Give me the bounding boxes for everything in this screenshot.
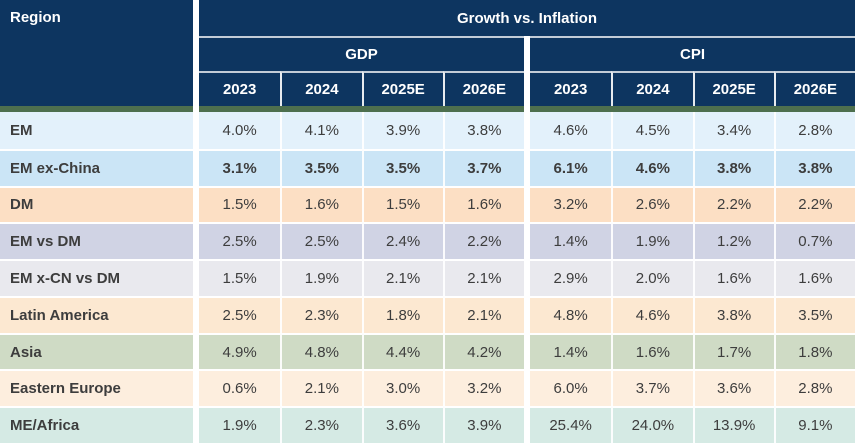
cell-me-africa-gdp-2025e: 3.6% <box>361 406 443 443</box>
cell-dm-cpi-2023: 3.2% <box>530 185 612 223</box>
cell-dm-cpi-2025e: 2.2% <box>692 185 774 223</box>
cell-eastern-europe-cpi-2026e: 2.8% <box>773 369 855 407</box>
cell-em-x-cn-vs-dm-cpi-2024: 2.0% <box>611 259 693 296</box>
cell-em-ex-china-cpi-2025e: 3.8% <box>692 148 774 186</box>
cell-dm-cpi-2026e: 2.2% <box>773 185 855 223</box>
cell-em-ex-china-gdp-2023: 3.1% <box>199 148 281 186</box>
cell-em-gdp-2024: 4.1% <box>280 112 362 149</box>
cell-em-cpi-2024: 4.5% <box>611 112 693 149</box>
cell-em-x-cn-vs-dm-cpi-2025e: 1.6% <box>692 259 774 296</box>
cell-dm-cpi-2024: 2.6% <box>611 185 693 223</box>
cell-asia-gdp-2025e: 4.4% <box>361 332 443 370</box>
year-header-cpi-2025e: 2025E <box>692 71 774 106</box>
cell-em-vs-dm-gdp-2025e: 2.4% <box>361 222 443 260</box>
cell-latin-america-gdp-2023: 2.5% <box>199 295 281 333</box>
group-header-gdp: GDP <box>199 36 524 71</box>
cell-asia-cpi-2026e: 1.8% <box>773 332 855 370</box>
row-label-latin-america: Latin America <box>0 295 193 333</box>
year-header-gdp-2024: 2024 <box>280 71 362 106</box>
row-label-em: EM <box>0 112 193 149</box>
cell-latin-america-cpi-2024: 4.6% <box>611 295 693 333</box>
cell-em-cpi-2025e: 3.4% <box>692 112 774 149</box>
cell-dm-gdp-2025e: 1.5% <box>361 185 443 223</box>
accent-divider-cpi <box>530 106 855 112</box>
cell-latin-america-cpi-2023: 4.8% <box>530 295 612 333</box>
cell-asia-gdp-2023: 4.9% <box>199 332 281 370</box>
cell-em-vs-dm-cpi-2026e: 0.7% <box>773 222 855 260</box>
table-title: Growth vs. Inflation <box>199 0 855 36</box>
cell-eastern-europe-gdp-2024: 2.1% <box>280 369 362 407</box>
cell-dm-gdp-2026e: 1.6% <box>442 185 524 223</box>
cell-asia-cpi-2024: 1.6% <box>611 332 693 370</box>
cell-asia-cpi-2023: 1.4% <box>530 332 612 370</box>
row-label-asia: Asia <box>0 332 193 370</box>
cell-em-x-cn-vs-dm-gdp-2024: 1.9% <box>280 259 362 296</box>
cell-eastern-europe-gdp-2026e: 3.2% <box>442 369 524 407</box>
cell-em-ex-china-gdp-2025e: 3.5% <box>361 148 443 186</box>
cell-em-x-cn-vs-dm-gdp-2026e: 2.1% <box>442 259 524 296</box>
cell-em-vs-dm-cpi-2024: 1.9% <box>611 222 693 260</box>
cell-eastern-europe-gdp-2025e: 3.0% <box>361 369 443 407</box>
cell-em-gdp-2026e: 3.8% <box>442 112 524 149</box>
cell-em-ex-china-gdp-2026e: 3.7% <box>442 148 524 186</box>
cell-me-africa-cpi-2023: 25.4% <box>530 406 612 443</box>
year-header-cpi-2026e: 2026E <box>773 71 855 106</box>
cell-em-ex-china-cpi-2023: 6.1% <box>530 148 612 186</box>
cell-eastern-europe-cpi-2023: 6.0% <box>530 369 612 407</box>
accent-divider-gdp <box>199 106 524 112</box>
cell-em-vs-dm-cpi-2025e: 1.2% <box>692 222 774 260</box>
cell-em-ex-china-cpi-2024: 4.6% <box>611 148 693 186</box>
cell-em-x-cn-vs-dm-gdp-2023: 1.5% <box>199 259 281 296</box>
cell-me-africa-gdp-2023: 1.9% <box>199 406 281 443</box>
cell-eastern-europe-gdp-2023: 0.6% <box>199 369 281 407</box>
cell-latin-america-cpi-2026e: 3.5% <box>773 295 855 333</box>
cell-latin-america-cpi-2025e: 3.8% <box>692 295 774 333</box>
row-label-eastern-europe: Eastern Europe <box>0 369 193 407</box>
cell-em-x-cn-vs-dm-gdp-2025e: 2.1% <box>361 259 443 296</box>
cell-em-vs-dm-gdp-2024: 2.5% <box>280 222 362 260</box>
row-label-em-vs-dm: EM vs DM <box>0 222 193 260</box>
year-header-gdp-2023: 2023 <box>199 71 281 106</box>
cell-dm-gdp-2023: 1.5% <box>199 185 281 223</box>
cell-em-gdp-2023: 4.0% <box>199 112 281 149</box>
cell-dm-gdp-2024: 1.6% <box>280 185 362 223</box>
cell-me-africa-gdp-2024: 2.3% <box>280 406 362 443</box>
cell-asia-gdp-2026e: 4.2% <box>442 332 524 370</box>
cell-em-vs-dm-gdp-2026e: 2.2% <box>442 222 524 260</box>
year-header-cpi-2024: 2024 <box>611 71 693 106</box>
row-label-em-x-cn-vs-dm: EM x-CN vs DM <box>0 259 193 296</box>
cell-em-vs-dm-gdp-2023: 2.5% <box>199 222 281 260</box>
cell-em-x-cn-vs-dm-cpi-2023: 2.9% <box>530 259 612 296</box>
group-header-cpi: CPI <box>530 36 855 71</box>
cell-eastern-europe-cpi-2025e: 3.6% <box>692 369 774 407</box>
cell-asia-gdp-2024: 4.8% <box>280 332 362 370</box>
row-label-dm: DM <box>0 185 193 223</box>
cell-me-africa-gdp-2026e: 3.9% <box>442 406 524 443</box>
cell-me-africa-cpi-2026e: 9.1% <box>773 406 855 443</box>
cell-em-cpi-2023: 4.6% <box>530 112 612 149</box>
cell-me-africa-cpi-2025e: 13.9% <box>692 406 774 443</box>
region-column-header: Region <box>0 0 193 106</box>
cell-me-africa-cpi-2024: 24.0% <box>611 406 693 443</box>
row-label-me-africa: ME/Africa <box>0 406 193 443</box>
accent-divider-left <box>0 106 193 112</box>
row-label-em-ex-china: EM ex-China <box>0 148 193 186</box>
cell-em-vs-dm-cpi-2023: 1.4% <box>530 222 612 260</box>
year-header-gdp-2025e: 2025E <box>361 71 443 106</box>
year-header-gdp-2026e: 2026E <box>442 71 524 106</box>
cell-latin-america-gdp-2024: 2.3% <box>280 295 362 333</box>
cell-asia-cpi-2025e: 1.7% <box>692 332 774 370</box>
cell-em-gdp-2025e: 3.9% <box>361 112 443 149</box>
cell-latin-america-gdp-2025e: 1.8% <box>361 295 443 333</box>
year-header-cpi-2023: 2023 <box>530 71 612 106</box>
cell-latin-america-gdp-2026e: 2.1% <box>442 295 524 333</box>
cell-em-cpi-2026e: 2.8% <box>773 112 855 149</box>
cell-em-ex-china-cpi-2026e: 3.8% <box>773 148 855 186</box>
cell-em-ex-china-gdp-2024: 3.5% <box>280 148 362 186</box>
cell-em-x-cn-vs-dm-cpi-2026e: 1.6% <box>773 259 855 296</box>
cell-eastern-europe-cpi-2024: 3.7% <box>611 369 693 407</box>
